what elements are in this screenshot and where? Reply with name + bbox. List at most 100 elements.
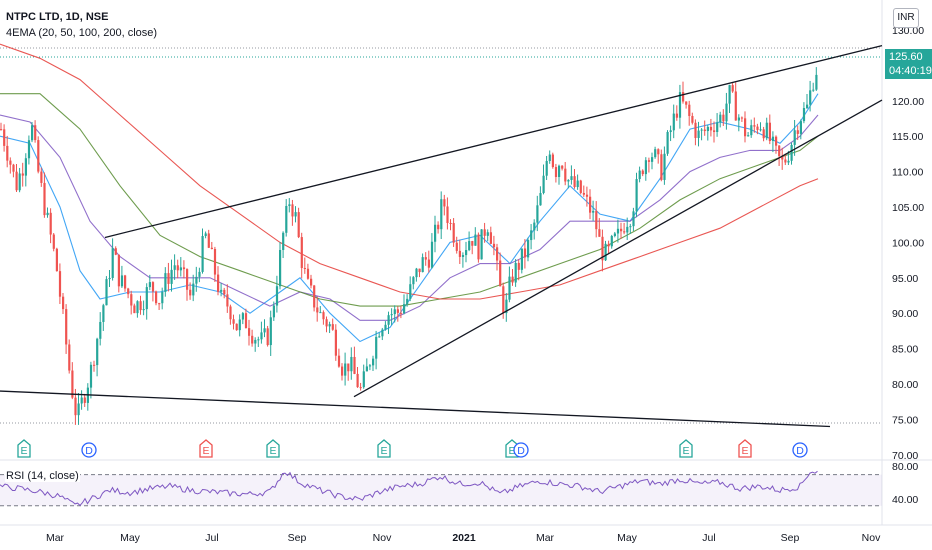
candle-body [275, 286, 279, 306]
candle-body [778, 145, 781, 156]
candle-body [151, 282, 155, 292]
candle-body [303, 267, 306, 269]
candle-body [561, 165, 564, 169]
event-marker-label: E [269, 445, 276, 457]
ema-line-2 [0, 114, 819, 321]
earnings-marker[interactable]: E [377, 439, 391, 458]
candle-body [601, 236, 604, 261]
candle-body [266, 328, 269, 346]
candle-body [750, 125, 753, 136]
ema-line-4 [0, 43, 819, 300]
time-axis[interactable]: Mar May Jul Sep Nov 2021 Mar May Jul Sep Nov [46, 532, 881, 544]
candle-body [511, 276, 514, 283]
dividend-marker[interactable]: D [81, 442, 97, 458]
last-price-badge: 125.60 04:40:19 [885, 49, 932, 79]
candle-body [235, 323, 238, 331]
candle-body [477, 234, 480, 260]
price-tick-label: 120.00 [892, 96, 924, 108]
candle-body [241, 313, 244, 320]
candle-body [182, 267, 186, 270]
candle-body [576, 180, 579, 188]
candle-body [796, 130, 799, 134]
candle-body [812, 89, 815, 91]
candle-body [297, 212, 300, 238]
candle-body [722, 114, 725, 122]
ema-lines [0, 43, 819, 343]
earnings-marker[interactable]: E [199, 439, 213, 458]
candle-body [616, 228, 620, 234]
candle-body [161, 291, 164, 304]
candle-body [223, 289, 226, 295]
rsi-legend[interactable]: RSI (14, close) [5, 470, 80, 482]
candle-body [790, 144, 793, 161]
candle-body [784, 159, 787, 163]
earnings-marker[interactable]: E [738, 439, 752, 458]
event-marker-label: D [517, 445, 525, 457]
candle-body [802, 108, 806, 122]
candle-body [158, 303, 161, 305]
earnings-marker[interactable]: E [679, 439, 693, 458]
candle-body [554, 167, 558, 178]
candle-body [570, 176, 573, 180]
candle-body [341, 366, 344, 376]
candle-body [114, 248, 117, 255]
price-tick-label: 100.00 [892, 237, 924, 249]
indicator-legend[interactable]: 4EMA (20, 50, 100, 200, close) [6, 27, 158, 39]
event-marker-label: D [796, 445, 804, 457]
candle-body [635, 179, 638, 212]
candle-body [573, 176, 576, 188]
trendlines [0, 44, 883, 428]
candle-body [282, 232, 285, 250]
candle-body [164, 273, 167, 292]
candle-body [691, 115, 694, 123]
dividend-marker[interactable]: D [792, 442, 808, 458]
event-marker-label: E [508, 445, 515, 457]
candle-body [685, 101, 688, 105]
candle-body [272, 305, 275, 318]
candle-body [356, 373, 359, 388]
candle-body [771, 136, 775, 141]
candle-body [198, 271, 201, 277]
candle-body [3, 129, 6, 146]
candle-body [719, 114, 722, 123]
candle-body [179, 267, 182, 271]
candle-body [334, 329, 337, 356]
price-tick-label: 70.00 [892, 450, 918, 462]
earnings-icon [199, 439, 213, 458]
candle-body [40, 171, 43, 183]
earnings-marker[interactable]: E [266, 439, 280, 458]
candle-body [201, 236, 204, 272]
candle-body [548, 154, 551, 161]
event-marker-label: E [20, 445, 27, 457]
candle-body [781, 155, 784, 160]
candle-body [99, 321, 102, 339]
candle-body [623, 231, 626, 233]
dividend-marker[interactable]: D [513, 442, 529, 458]
earnings-marker[interactable]: E [17, 439, 31, 458]
candle-body [551, 154, 554, 168]
price-tick-label: 95.00 [892, 273, 918, 285]
candle-body [0, 129, 3, 131]
candle-body [226, 294, 229, 307]
candle-body [331, 324, 334, 330]
candle-body [458, 250, 461, 257]
candle-body [347, 363, 350, 372]
earnings-icon [17, 439, 31, 458]
candle-body [647, 160, 651, 162]
candle-body [96, 338, 99, 366]
candle-body [189, 289, 192, 296]
bar-countdown: 04:40:19 [889, 65, 932, 77]
candle-body [368, 365, 372, 367]
candle-body [248, 328, 251, 336]
currency-badge[interactable]: INR [893, 8, 919, 28]
candle-body [567, 179, 570, 182]
time-tick-label: Nov [373, 532, 392, 544]
event-marker-label: E [741, 445, 748, 457]
candle-body [545, 160, 548, 176]
candle-body [678, 92, 682, 118]
candle-body [77, 403, 80, 416]
price-axis[interactable]: 130.00125.00120.00115.00110.00105.00100.… [892, 25, 924, 506]
candle-body [6, 145, 9, 161]
